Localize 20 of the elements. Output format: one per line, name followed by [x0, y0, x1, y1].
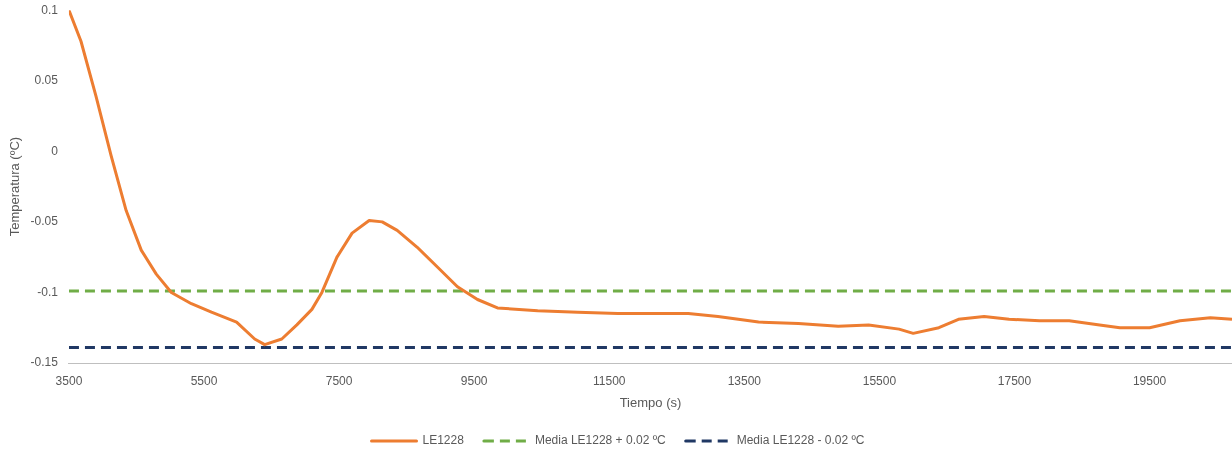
x-tick-label: 7500 [325, 373, 353, 388]
x-tick-label: 15500 [862, 373, 897, 388]
y-tick-label: 0.05 [34, 73, 59, 88]
legend-label: Media LE1228 - 0.02 ºC [736, 433, 865, 448]
y-tick-label: -0.1 [37, 284, 59, 299]
legend-label: LE1228 [422, 433, 465, 448]
x-tick-label: 9500 [460, 373, 488, 388]
x-tick-label: 17500 [997, 373, 1032, 388]
y-axis-title: Temperatura (ºC) [7, 136, 23, 237]
x-tick-label: 19500 [1132, 373, 1167, 388]
x-tick-label: 11500 [593, 373, 626, 388]
y-tick-label: -0.15 [30, 355, 59, 370]
x-axis-title: Tiempo (s) [619, 394, 682, 410]
y-tick-label: 0.1 [41, 2, 59, 17]
x-tick-label: 13500 [727, 373, 762, 388]
legend-label: Media LE1228 + 0.02 ºC [534, 433, 667, 448]
x-tick-label: 5500 [190, 373, 218, 388]
y-tick-label: -0.05 [30, 214, 59, 229]
y-tick-label: 0 [51, 143, 59, 158]
x-tick-label: 3500 [55, 373, 83, 388]
